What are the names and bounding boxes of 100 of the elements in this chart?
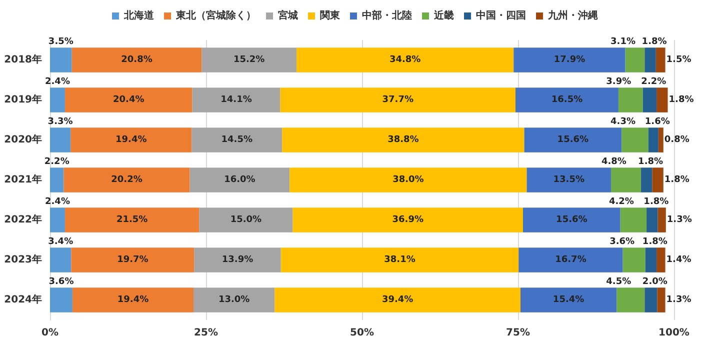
bar bbox=[64, 208, 200, 232]
data-label: 1.5% bbox=[666, 55, 692, 65]
y-tick-label: 2018年 bbox=[4, 54, 42, 66]
bar bbox=[50, 248, 72, 272]
data-label: 0.8% bbox=[664, 135, 690, 145]
bar bbox=[50, 168, 64, 192]
bar bbox=[516, 88, 618, 112]
y-tick-label: 2020年 bbox=[4, 134, 42, 146]
legend-label: 関東 bbox=[320, 10, 341, 22]
data-label: 15.6% bbox=[556, 215, 588, 225]
bar bbox=[610, 168, 641, 192]
data-label: 15.4% bbox=[552, 295, 584, 305]
bar bbox=[646, 208, 658, 232]
y-tick-label: 2024年 bbox=[4, 294, 42, 306]
data-label: 1.8% bbox=[642, 237, 668, 248]
x-tick-label: 75% bbox=[506, 328, 530, 338]
data-label: 13.5% bbox=[553, 175, 584, 185]
data-label: 14.1% bbox=[220, 95, 252, 105]
data-label: 38.0% bbox=[392, 175, 424, 185]
bar bbox=[280, 88, 516, 112]
y-tick-label: 2023年 bbox=[4, 254, 42, 266]
data-label: 3.6% bbox=[48, 277, 74, 288]
bar bbox=[290, 168, 527, 192]
data-label: 1.3% bbox=[666, 295, 692, 305]
bar bbox=[296, 48, 514, 72]
x-tick-label: 100% bbox=[658, 328, 690, 338]
data-label: 15.6% bbox=[557, 135, 589, 145]
data-label: 16.7% bbox=[555, 255, 586, 265]
bar bbox=[657, 288, 666, 312]
bar bbox=[656, 48, 666, 72]
bar bbox=[644, 48, 656, 72]
legend-label: 近畿 bbox=[433, 10, 454, 22]
bar bbox=[192, 128, 282, 152]
bar bbox=[640, 168, 652, 192]
data-label: 4.3% bbox=[610, 117, 636, 128]
bar bbox=[658, 128, 664, 152]
bar bbox=[645, 248, 657, 272]
data-label: 20.8% bbox=[121, 55, 152, 65]
bar bbox=[70, 128, 192, 152]
data-label: 20.4% bbox=[113, 95, 144, 105]
legend-label: 九州・沖縄 bbox=[547, 10, 598, 22]
data-label: 34.8% bbox=[389, 55, 421, 65]
x-tick-label: 50% bbox=[350, 328, 374, 338]
bar bbox=[620, 208, 647, 232]
bar bbox=[280, 248, 519, 272]
data-label: 36.9% bbox=[392, 215, 424, 225]
data-label: 2.2% bbox=[44, 157, 70, 168]
bar bbox=[64, 168, 190, 192]
bar bbox=[50, 48, 72, 72]
data-label: 1.8% bbox=[642, 37, 667, 48]
data-label: 17.9% bbox=[554, 55, 586, 65]
bar bbox=[72, 288, 194, 312]
bar bbox=[656, 88, 668, 112]
data-label: 4.2% bbox=[608, 197, 634, 208]
bar bbox=[50, 128, 71, 152]
bar bbox=[616, 288, 645, 312]
data-label: 39.4% bbox=[382, 295, 414, 305]
data-label: 4.5% bbox=[606, 277, 632, 288]
y-tick-label: 2021年 bbox=[4, 174, 42, 186]
bar bbox=[658, 208, 666, 232]
data-label: 19.4% bbox=[116, 135, 147, 145]
data-label: 3.1% bbox=[610, 37, 636, 48]
data-label: 16.0% bbox=[224, 175, 256, 185]
data-label: 14.5% bbox=[221, 135, 253, 145]
bar bbox=[71, 248, 194, 272]
bar bbox=[652, 168, 664, 192]
data-label: 2.4% bbox=[45, 77, 70, 88]
data-label: 19.4% bbox=[117, 295, 149, 305]
data-label: 1.6% bbox=[644, 117, 670, 128]
bar bbox=[64, 88, 192, 112]
bar bbox=[72, 48, 202, 72]
bar bbox=[625, 48, 645, 72]
data-label: 15.2% bbox=[233, 55, 265, 65]
data-label: 1.3% bbox=[666, 215, 692, 225]
bar bbox=[524, 128, 622, 152]
bar bbox=[514, 48, 626, 72]
bar bbox=[648, 128, 658, 152]
data-label: 1.8% bbox=[668, 95, 694, 105]
bar bbox=[194, 288, 275, 312]
data-label: 13.0% bbox=[218, 295, 250, 305]
bar bbox=[656, 248, 666, 272]
x-tick-label: 0% bbox=[42, 328, 58, 338]
bar bbox=[274, 288, 520, 312]
bar bbox=[50, 208, 65, 232]
bar bbox=[622, 128, 648, 152]
bar bbox=[642, 88, 657, 112]
data-label: 1.8% bbox=[638, 157, 664, 168]
bar bbox=[622, 248, 646, 272]
data-label: 15.0% bbox=[230, 215, 262, 225]
bar bbox=[192, 88, 280, 112]
bar bbox=[202, 48, 296, 72]
bar bbox=[292, 208, 523, 232]
data-label: 1.8% bbox=[644, 197, 669, 208]
data-label: 2.2% bbox=[641, 77, 666, 88]
bar bbox=[50, 288, 72, 312]
data-label: 3.6% bbox=[610, 237, 635, 248]
data-label: 38.1% bbox=[384, 255, 416, 265]
data-label: 3.5% bbox=[48, 37, 74, 48]
data-label: 20.2% bbox=[111, 175, 142, 185]
bar bbox=[518, 248, 623, 272]
